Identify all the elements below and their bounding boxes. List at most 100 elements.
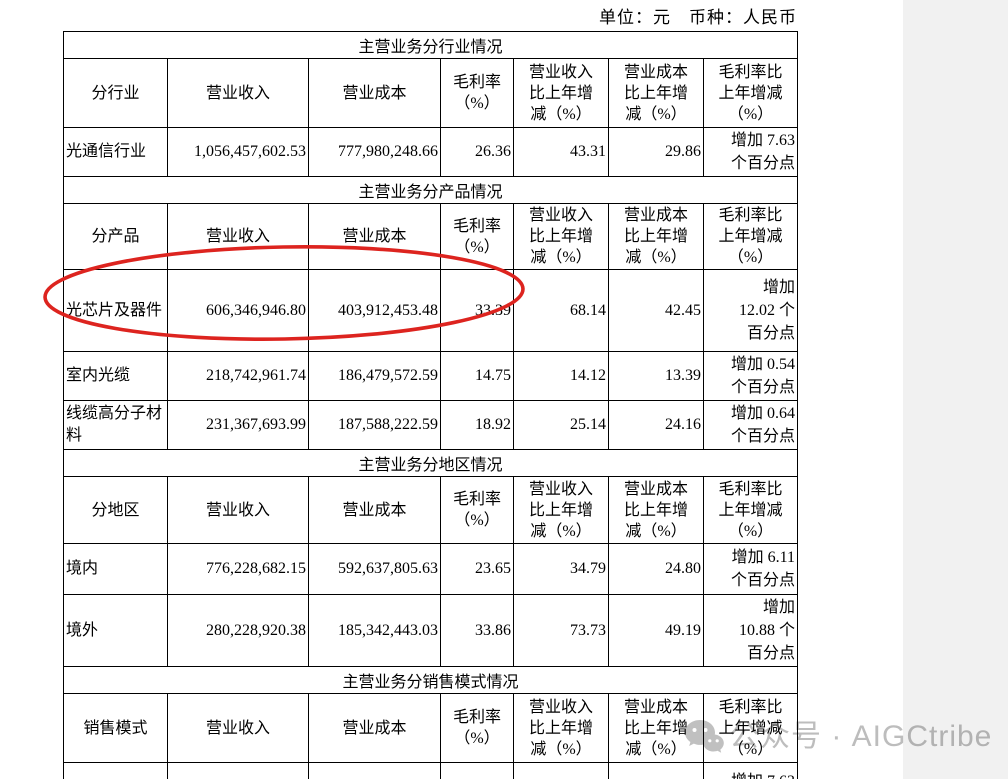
header-row: 分行业 营业收入 营业成本 毛利率 （%） 营业收入 比上年增 减（%） 营业成… (63, 58, 799, 128)
col-header-revenue-yoy: 营业收入 比上年增 减（%） (513, 58, 609, 128)
cell-margin-yoy: 增加 7.63 个百分点 (702, 762, 799, 779)
cell-revenue-yoy: 14.12 (513, 351, 609, 401)
col-header-dimension: 销售模式 (63, 693, 168, 763)
cell-revenue-yoy: 34.79 (513, 543, 609, 595)
col-header-cost: 营业成本 (308, 58, 441, 128)
col-header-revenue: 营业收入 (167, 693, 309, 763)
cell-revenue: 218,742,961.74 (167, 351, 309, 401)
cell-cost-yoy: 42.45 (608, 269, 704, 352)
cell-margin: 14.75 (440, 351, 514, 401)
table-row: 室内光缆 218,742,961.74 186,479,572.59 14.75… (63, 351, 799, 401)
col-header-cost-yoy: 营业成本 比上年增 减（%） (608, 203, 704, 270)
section-title-row: 主营业务分地区情况 (62, 449, 799, 477)
cell-cost: 187,588,222.59 (308, 400, 441, 450)
cell-cost: 777,980,248.66 (308, 762, 441, 779)
cell-cost-yoy: 49.19 (608, 594, 704, 667)
cell-revenue: 280,228,920.38 (167, 594, 309, 667)
col-header-cost-yoy: 营业成本 比上年增 减（%） (608, 58, 704, 128)
cell-name: 室内光缆 (63, 351, 168, 401)
col-header-revenue-yoy: 营业收入 比上年增 减（%） (513, 203, 609, 270)
main-business-table: 主营业务分行业情况 分行业 营业收入 营业成本 毛利率 （%） 营业收入 比上年… (62, 31, 799, 779)
table-row: 直销 1,056,457,602.53 777,980,248.66 26.36… (63, 762, 799, 779)
table-row: 境内 776,228,682.15 592,637,805.63 23.65 3… (63, 543, 799, 595)
table-row: 线缆高分子材料 231,367,693.99 187,588,222.59 18… (63, 400, 799, 450)
section-title-sales-model: 主营业务分销售模式情况 (62, 666, 799, 694)
page-right-gutter (903, 0, 1008, 779)
header-row: 分地区 营业收入 营业成本 毛利率 （%） 营业收入 比上年增 减（%） 营业成… (63, 476, 799, 544)
cell-revenue-yoy: 73.73 (513, 594, 609, 667)
cell-margin: 26.36 (440, 127, 514, 177)
cell-revenue: 231,367,693.99 (167, 400, 309, 450)
cell-revenue: 776,228,682.15 (167, 543, 309, 595)
col-header-margin: 毛利率 （%） (440, 58, 514, 128)
col-header-revenue-yoy: 营业收入 比上年增 减（%） (513, 693, 609, 763)
cell-margin: 33.39 (440, 269, 514, 352)
cell-margin: 26.36 (440, 762, 514, 779)
col-header-cost-yoy: 营业成本 比上年增 减（%） (608, 693, 704, 763)
cell-cost: 403,912,453.48 (308, 269, 441, 352)
cell-name: 光通信行业 (63, 127, 168, 177)
section-title-row: 主营业务分行业情况 (62, 31, 799, 59)
cell-revenue-yoy: 43.31 (513, 762, 609, 779)
cell-revenue-yoy: 68.14 (513, 269, 609, 352)
cell-revenue: 1,056,457,602.53 (167, 762, 309, 779)
section-title-region: 主营业务分地区情况 (62, 449, 799, 477)
col-header-dimension: 分地区 (63, 476, 168, 544)
cell-name: 光芯片及器件 (63, 269, 168, 352)
cell-margin-yoy: 增加 7.63 个百分点 (702, 127, 799, 177)
col-header-cost: 营业成本 (308, 693, 441, 763)
section-title-row: 主营业务分销售模式情况 (62, 666, 799, 694)
section-title-product: 主营业务分产品情况 (62, 176, 799, 204)
col-header-margin-yoy: 毛利率比 上年增减 （%） (702, 693, 799, 763)
col-header-margin: 毛利率 （%） (440, 693, 514, 763)
cell-margin-yoy: 增加 0.54 个百分点 (702, 351, 799, 401)
cell-name: 线缆高分子材料 (63, 400, 168, 450)
col-header-revenue-yoy: 营业收入 比上年增 减（%） (513, 476, 609, 544)
cell-cost-yoy: 29.86 (608, 127, 704, 177)
col-header-dimension: 分产品 (63, 203, 168, 270)
col-header-margin: 毛利率 （%） (440, 476, 514, 544)
section-title-industry: 主营业务分行业情况 (62, 31, 799, 59)
col-header-revenue: 营业收入 (167, 58, 309, 128)
section-title-row: 主营业务分产品情况 (62, 176, 799, 204)
cell-cost: 777,980,248.66 (308, 127, 441, 177)
col-header-margin-yoy: 毛利率比 上年增减 （%） (702, 58, 799, 128)
cell-cost: 592,637,805.63 (308, 543, 441, 595)
cell-margin-yoy: 增加 12.02 个 百分点 (702, 269, 799, 352)
col-header-cost: 营业成本 (308, 203, 441, 270)
cell-margin-yoy: 增加 0.64 个百分点 (702, 400, 799, 450)
table-row-highlighted: 光芯片及器件 606,346,946.80 403,912,453.48 33.… (63, 269, 799, 352)
cell-cost: 185,342,443.03 (308, 594, 441, 667)
cell-name: 境内 (63, 543, 168, 595)
cell-cost-yoy: 24.80 (608, 543, 704, 595)
table-row: 光通信行业 1,056,457,602.53 777,980,248.66 26… (63, 127, 799, 177)
col-header-dimension: 分行业 (63, 58, 168, 128)
cell-margin: 33.86 (440, 594, 514, 667)
cell-cost: 186,479,572.59 (308, 351, 441, 401)
col-header-margin: 毛利率 （%） (440, 203, 514, 270)
table-row: 境外 280,228,920.38 185,342,443.03 33.86 7… (63, 594, 799, 667)
cell-name: 直销 (63, 762, 168, 779)
col-header-margin-yoy: 毛利率比 上年增减 （%） (702, 476, 799, 544)
cell-revenue: 606,346,946.80 (167, 269, 309, 352)
cell-cost-yoy: 13.39 (608, 351, 704, 401)
header-row: 销售模式 营业收入 营业成本 毛利率 （%） 营业收入 比上年增 减（%） 营业… (63, 693, 799, 763)
col-header-margin-yoy: 毛利率比 上年增减 （%） (702, 203, 799, 270)
cell-revenue-yoy: 43.31 (513, 127, 609, 177)
col-header-cost: 营业成本 (308, 476, 441, 544)
cell-revenue-yoy: 25.14 (513, 400, 609, 450)
cell-cost-yoy: 24.16 (608, 400, 704, 450)
col-header-revenue: 营业收入 (167, 203, 309, 270)
cell-margin-yoy: 增加 6.11 个百分点 (702, 543, 799, 595)
cell-margin: 23.65 (440, 543, 514, 595)
cell-margin-yoy: 增加 10.88 个 百分点 (702, 594, 799, 667)
header-row: 分产品 营业收入 营业成本 毛利率 （%） 营业收入 比上年增 减（%） 营业成… (63, 203, 799, 270)
cell-revenue: 1,056,457,602.53 (167, 127, 309, 177)
col-header-cost-yoy: 营业成本 比上年增 减（%） (608, 476, 704, 544)
cell-cost-yoy: 29.86 (608, 762, 704, 779)
unit-currency-note: 单位：元 币种：人民币 (599, 8, 797, 27)
cell-margin: 18.92 (440, 400, 514, 450)
col-header-revenue: 营业收入 (167, 476, 309, 544)
cell-name: 境外 (63, 594, 168, 667)
